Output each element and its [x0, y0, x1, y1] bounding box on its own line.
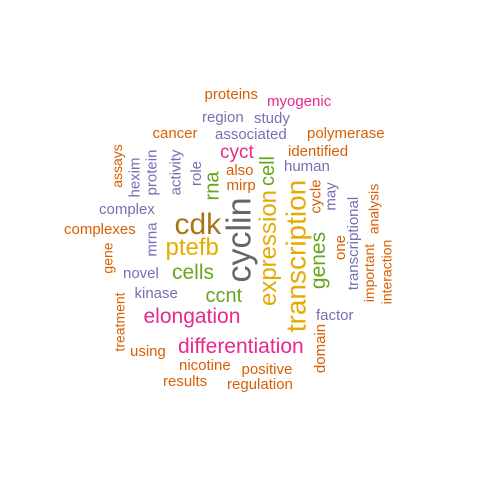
word-mrna: mrna	[143, 221, 161, 257]
word-human: human	[284, 157, 330, 175]
word-differentiation: differentiation	[178, 334, 304, 358]
word-hexim: hexim	[126, 156, 144, 198]
word-interaction: interaction	[377, 239, 394, 305]
word-ptefb: ptefb	[165, 234, 219, 261]
word-cdk: cdk	[174, 208, 222, 241]
word-proteins: proteins	[204, 85, 258, 103]
word-transcription: transcription	[279, 179, 311, 333]
word-cell: cell	[257, 155, 280, 187]
word-protein: protein	[143, 149, 161, 195]
word-activity: activity	[167, 149, 185, 195]
word-gene: gene	[99, 242, 116, 274]
word-expression: expression	[255, 189, 283, 307]
word-study: study	[254, 109, 290, 127]
word-identified: identified	[288, 142, 349, 160]
word-domain: domain	[311, 323, 329, 373]
word-results: results	[163, 372, 208, 390]
word-using: using	[130, 342, 166, 360]
word-factor: factor	[316, 306, 354, 324]
word-positive: positive	[241, 360, 293, 378]
word-may: may	[322, 181, 340, 211]
word-cells: cells	[172, 260, 215, 284]
word-analysis: analysis	[364, 183, 381, 235]
word-also: also	[226, 161, 254, 179]
word-myogenic: myogenic	[267, 92, 332, 110]
word-assays: assays	[108, 144, 125, 188]
word-mirp: mirp	[226, 176, 256, 194]
word-kinase: kinase	[134, 284, 178, 302]
word-nicotine: nicotine	[179, 356, 231, 374]
word-cancer: cancer	[152, 124, 198, 142]
word-transcriptional: transcriptional	[344, 196, 362, 290]
word-polymerase: polymerase	[307, 124, 385, 142]
word-cyclin: cyclin	[220, 197, 259, 283]
word-regulation: regulation	[227, 375, 293, 393]
word-ccnt: ccnt	[205, 285, 243, 307]
word-complexes: complexes	[64, 220, 136, 238]
word-cycle: cycle	[307, 178, 325, 214]
word-elongation: elongation	[143, 304, 241, 328]
word-genes: genes	[306, 231, 330, 289]
word-complex: complex	[99, 200, 155, 218]
word-region: region	[202, 108, 244, 126]
word-important: important	[361, 243, 378, 303]
word-associated: associated	[215, 125, 287, 143]
word-cyct: cyct	[220, 141, 254, 163]
word-treatment: treatment	[111, 292, 128, 352]
word-novel: novel	[123, 264, 159, 282]
word-role: role	[187, 160, 205, 186]
